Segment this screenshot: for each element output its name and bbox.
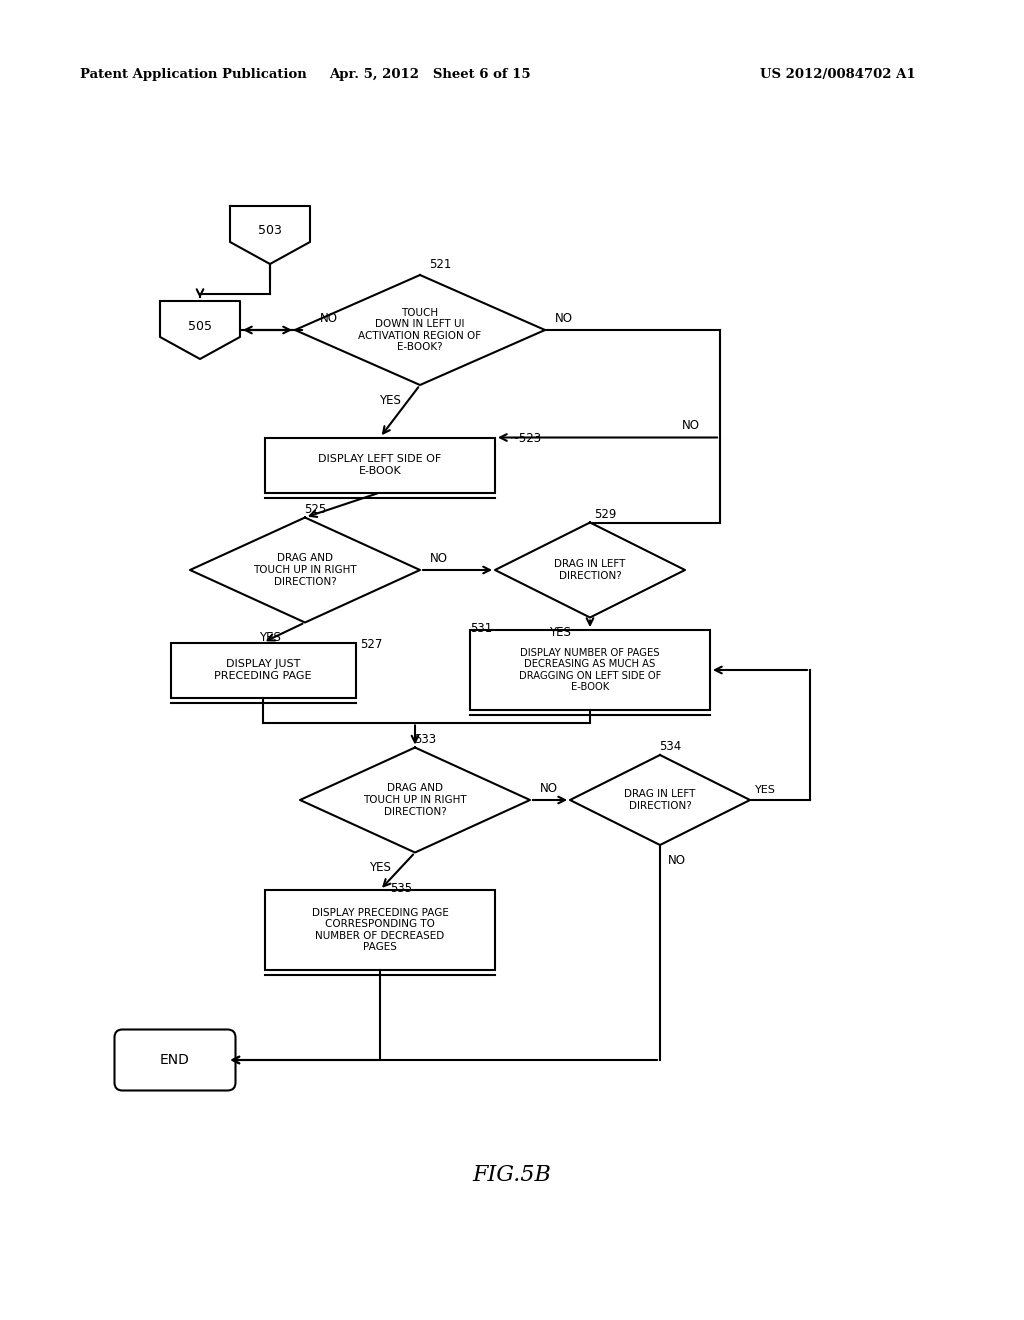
Text: YES: YES	[549, 626, 571, 639]
Text: DRAG AND
TOUCH UP IN RIGHT
DIRECTION?: DRAG AND TOUCH UP IN RIGHT DIRECTION?	[253, 553, 356, 586]
Text: FIG.5B: FIG.5B	[472, 1164, 552, 1185]
Text: YES: YES	[369, 861, 391, 874]
Text: YES: YES	[379, 393, 401, 407]
Bar	[265, 890, 495, 970]
Text: 521: 521	[429, 259, 452, 272]
Text: DRAG AND
TOUCH UP IN RIGHT
DIRECTION?: DRAG AND TOUCH UP IN RIGHT DIRECTION?	[364, 783, 467, 817]
Text: NO: NO	[555, 312, 573, 325]
Text: NO: NO	[319, 312, 338, 325]
Bar	[265, 437, 495, 492]
Text: DISPLAY NUMBER OF PAGES
DECREASING AS MUCH AS
DRAGGING ON LEFT SIDE OF
E-BOOK: DISPLAY NUMBER OF PAGES DECREASING AS MU…	[519, 648, 662, 693]
Text: YES: YES	[755, 785, 776, 795]
Text: 525: 525	[304, 503, 326, 516]
Bar	[171, 643, 355, 697]
Text: Apr. 5, 2012   Sheet 6 of 15: Apr. 5, 2012 Sheet 6 of 15	[329, 69, 530, 81]
Text: 534: 534	[658, 741, 681, 754]
Text: NO: NO	[668, 854, 686, 866]
Text: DRAG IN LEFT
DIRECTION?: DRAG IN LEFT DIRECTION?	[554, 560, 626, 581]
Text: TOUCH
DOWN IN LEFT UI
ACTIVATION REGION OF
E-BOOK?: TOUCH DOWN IN LEFT UI ACTIVATION REGION …	[358, 308, 481, 352]
Text: 531: 531	[470, 622, 493, 635]
Text: ~523: ~523	[510, 433, 542, 446]
Text: 535: 535	[390, 882, 412, 895]
Text: 503: 503	[258, 224, 282, 238]
Text: DRAG IN LEFT
DIRECTION?: DRAG IN LEFT DIRECTION?	[625, 789, 695, 810]
Text: US 2012/0084702 A1: US 2012/0084702 A1	[760, 69, 915, 81]
Text: 529: 529	[594, 508, 616, 521]
Text: NO: NO	[540, 781, 558, 795]
Text: Patent Application Publication: Patent Application Publication	[80, 69, 307, 81]
Text: NO: NO	[682, 418, 700, 432]
Text: DISPLAY LEFT SIDE OF
E-BOOK: DISPLAY LEFT SIDE OF E-BOOK	[318, 454, 441, 475]
Text: DISPLAY PRECEDING PAGE
CORRESPONDING TO
NUMBER OF DECREASED
PAGES: DISPLAY PRECEDING PAGE CORRESPONDING TO …	[311, 908, 449, 953]
Text: NO: NO	[430, 552, 449, 565]
Text: 533: 533	[414, 733, 436, 746]
Bar	[470, 630, 710, 710]
Text: YES: YES	[259, 631, 281, 644]
Text: DISPLAY JUST
PRECEDING PAGE: DISPLAY JUST PRECEDING PAGE	[214, 659, 311, 681]
Text: END: END	[160, 1053, 189, 1067]
Text: 505: 505	[188, 319, 212, 333]
Text: 527: 527	[360, 638, 383, 651]
